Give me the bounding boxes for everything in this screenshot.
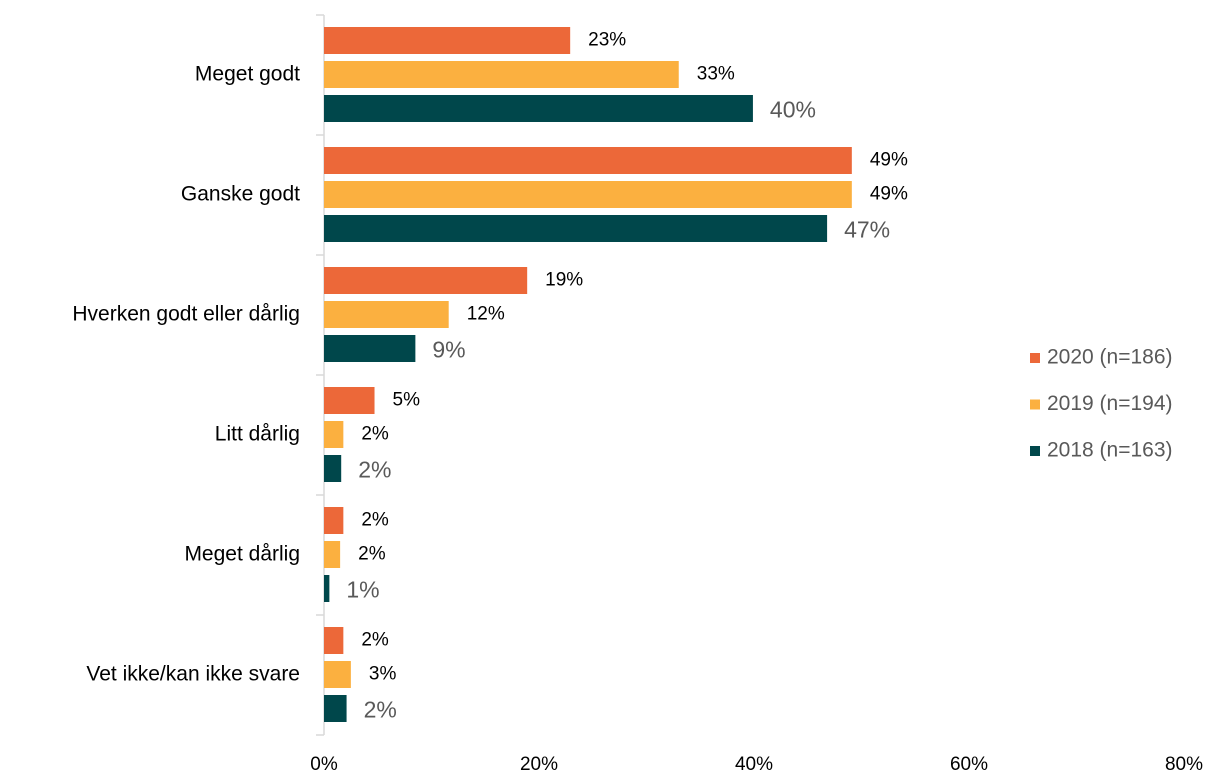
bar	[324, 181, 852, 208]
legend-label: 2019 (n=194)	[1047, 392, 1173, 415]
value-label: 23%	[588, 30, 626, 51]
bar	[324, 541, 341, 568]
bar	[324, 421, 344, 448]
legend-label: 2020 (n=186)	[1047, 346, 1173, 369]
value-label: 5%	[393, 390, 421, 411]
bar	[324, 661, 351, 688]
x-tick-label: 20%	[520, 754, 558, 774]
bar	[324, 695, 347, 722]
value-label: 49%	[870, 150, 908, 171]
bar	[324, 95, 753, 122]
value-label: 2%	[361, 510, 389, 531]
value-label: 2%	[361, 424, 389, 445]
value-label: 9%	[432, 337, 465, 363]
bar	[324, 267, 528, 294]
legend-swatch	[1030, 446, 1040, 456]
value-label: 33%	[697, 64, 735, 85]
x-tick-label: 80%	[1165, 754, 1203, 774]
value-label: 3%	[369, 664, 397, 685]
category-label: Hverken godt eller dårlig	[72, 303, 300, 326]
category-label: Meget godt	[195, 63, 300, 86]
x-tick-label: 60%	[950, 754, 988, 774]
value-label: 40%	[770, 97, 816, 123]
bar	[324, 455, 342, 482]
category-label: Litt dårlig	[215, 423, 300, 446]
value-label: 2%	[358, 457, 391, 483]
category-label: Ganske godt	[181, 183, 300, 206]
value-label: 12%	[467, 304, 505, 325]
bar	[324, 27, 571, 54]
bar	[324, 575, 330, 602]
bar	[324, 61, 679, 88]
legend-swatch	[1030, 399, 1040, 410]
value-label: 2%	[361, 630, 389, 651]
x-tick-label: 40%	[735, 754, 773, 774]
category-label: Vet ikke/kan ikke svare	[86, 663, 300, 686]
value-label: 2%	[364, 697, 397, 723]
x-tick-label: 0%	[310, 754, 338, 774]
bar	[324, 301, 449, 328]
value-label: 47%	[844, 217, 890, 243]
bar	[324, 627, 344, 654]
bar	[324, 215, 828, 242]
value-label: 19%	[545, 270, 583, 291]
bar	[324, 335, 416, 362]
bar	[324, 387, 375, 414]
value-label: 49%	[870, 184, 908, 205]
bar	[324, 507, 344, 534]
bar	[324, 147, 852, 174]
legend-swatch	[1030, 353, 1040, 363]
value-label: 2%	[358, 544, 386, 565]
value-label: 1%	[346, 577, 379, 603]
legend-label: 2018 (n=163)	[1047, 439, 1173, 462]
category-label: Meget dårlig	[184, 543, 300, 566]
